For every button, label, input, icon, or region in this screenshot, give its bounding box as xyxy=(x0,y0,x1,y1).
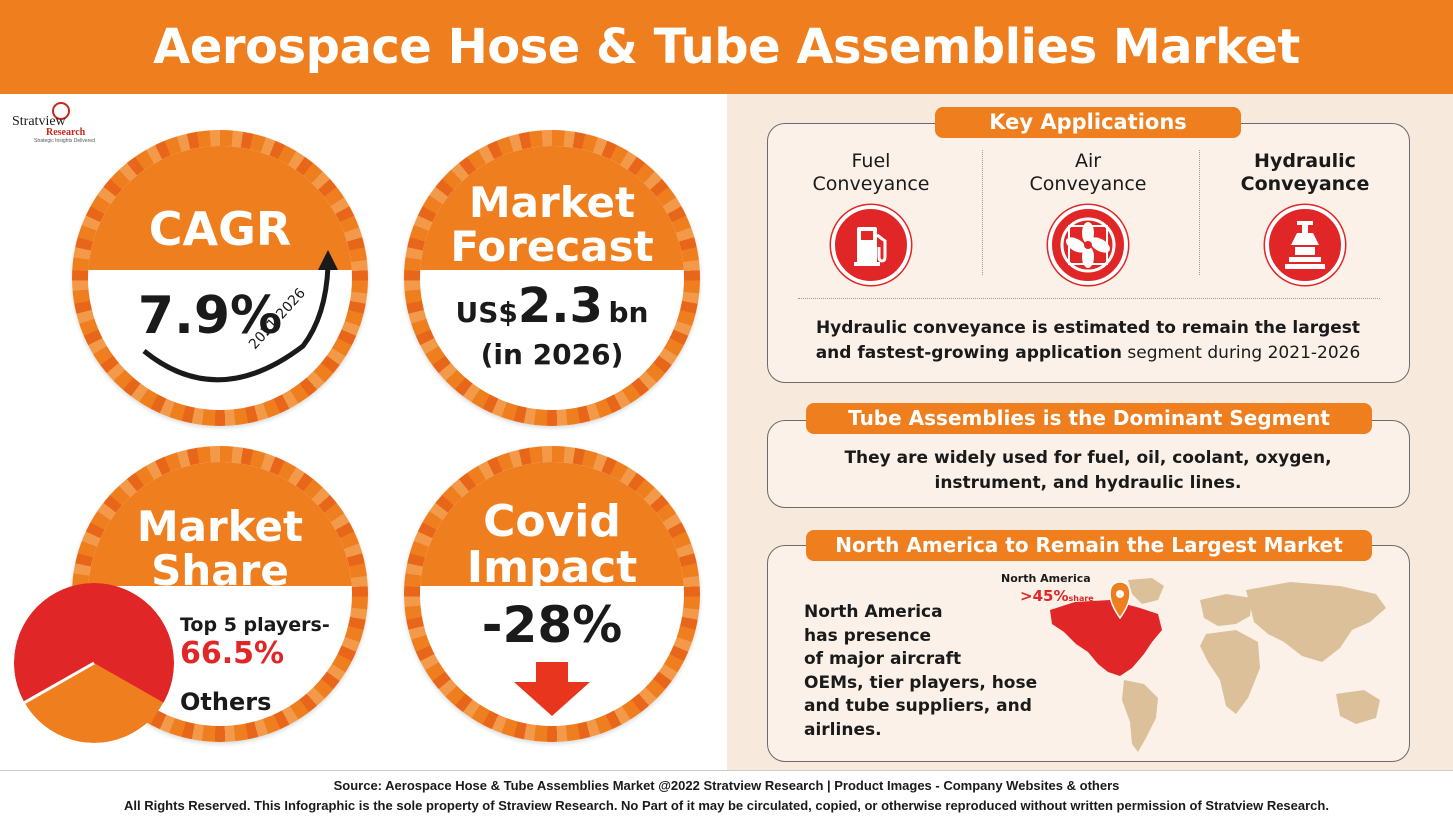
tube-assemblies-panel xyxy=(767,420,1410,508)
app-hydraulic-label: Hydraulic Conveyance xyxy=(1200,150,1410,196)
applications-divider xyxy=(798,298,1380,299)
region-line-5: and tube suppliers, and xyxy=(804,696,1032,716)
app-divider-2 xyxy=(1199,150,1200,275)
logo-tagline: Strategic Insights Delivered xyxy=(34,138,95,144)
logo-brand: Stratview xyxy=(12,114,66,129)
pie-slice-top5 xyxy=(14,583,174,703)
tube-line1: They are widely used for fuel, oil, cool… xyxy=(844,448,1332,468)
applications-note-bold-2: and fastest-growing application xyxy=(815,343,1122,363)
map-share-suffix: share xyxy=(1068,594,1094,603)
map-asia xyxy=(1246,582,1386,662)
pie-divider xyxy=(23,661,95,704)
app-air-line1: Air xyxy=(1074,150,1102,172)
app-hydraulic-line2: Conveyance xyxy=(1240,173,1370,195)
cagr-title: CAGR xyxy=(148,202,292,256)
app-hydraulic-line1: Hydraulic xyxy=(1254,150,1356,172)
hydraulic-icon xyxy=(1265,205,1345,285)
map-region-label: North America xyxy=(1001,572,1091,585)
region-line-4: OEMs, tier players, hose xyxy=(804,672,1038,693)
covid-title-line1: Covid xyxy=(483,496,621,547)
forecast-value: 2.3 xyxy=(517,278,603,334)
forecast-year: (in 2026) xyxy=(480,338,624,371)
covid-value: -28% xyxy=(481,596,623,654)
market-share-pie xyxy=(14,583,174,743)
logo-research: Research xyxy=(46,127,86,138)
map-share-callout: >45%share xyxy=(1020,586,1094,605)
app-air-line2: Conveyance xyxy=(1029,173,1147,195)
tube-assemblies-title: Tube Assemblies is the Dominant Segment xyxy=(806,403,1372,434)
map-north-america xyxy=(1050,600,1162,676)
region-title: North America to Remain the Largest Mark… xyxy=(806,530,1372,561)
tube-assemblies-text: They are widely used for fuel, oil, cool… xyxy=(770,446,1406,496)
share-others-label: Others xyxy=(180,688,272,716)
footer-source: Source: Aerospace Hose & Tube Assemblies… xyxy=(333,778,1120,793)
stratview-logo: Stratview Research Strategic Insights De… xyxy=(12,102,102,146)
fuel-pump-icon xyxy=(831,205,911,285)
forecast-currency: US$ xyxy=(455,296,518,329)
forecast-amount: US$2.3 bn xyxy=(420,278,684,334)
footer-rights: All Rights Reserved. This Infographic is… xyxy=(124,798,1329,813)
map-south-america xyxy=(1122,680,1158,752)
region-text: North America has presence of major airc… xyxy=(804,601,1037,742)
world-map xyxy=(1050,578,1386,752)
region-line-3: of major aircraft xyxy=(804,649,962,669)
forecast-title-line2: Forecast xyxy=(450,222,654,271)
map-africa xyxy=(1200,630,1260,714)
cagr-value: 7.9% xyxy=(137,286,283,346)
forecast-title-line1: Market xyxy=(468,178,636,227)
applications-note: Hydraulic conveyance is estimated to rem… xyxy=(770,316,1406,366)
share-title-line1: Market xyxy=(136,502,304,551)
covid-ring: Covid Impact -28% xyxy=(404,446,700,742)
market-share-ring: Market Share Top 5 players- 66.5% Others xyxy=(72,446,368,742)
tube-line2: instrument, and hydraulic lines. xyxy=(934,473,1242,493)
covid-title-line2: Impact xyxy=(466,542,638,593)
app-fuel-label: Fuel Conveyance xyxy=(766,150,976,196)
region-line-1: North America xyxy=(804,602,943,622)
forecast-unit: bn xyxy=(608,296,649,329)
down-arrow-icon xyxy=(514,662,590,716)
location-pin-icon xyxy=(1109,581,1131,620)
growth-arrow-icon xyxy=(142,250,338,383)
map-europe xyxy=(1200,594,1252,626)
applications-note-bold-1: Hydraulic conveyance is estimated to rem… xyxy=(815,318,1361,338)
app-fuel-line2: Conveyance xyxy=(812,173,930,195)
applications-note-rest: segment during 2021-2026 xyxy=(1122,343,1361,363)
footer: Source: Aerospace Hose & Tube Assemblies… xyxy=(0,770,1453,818)
cagr-ring: CAGR 7.9% 2021-2026 xyxy=(72,130,368,426)
header-banner: Aerospace Hose & Tube Assemblies Market xyxy=(0,0,1453,94)
map-australia xyxy=(1336,690,1380,724)
forecast-ring: Market Forecast US$2.3 bn (in 2026) xyxy=(404,130,700,426)
app-fuel-line1: Fuel xyxy=(851,150,891,172)
share-title-line2: Share xyxy=(151,546,289,595)
map-share-value: >45% xyxy=(1020,587,1069,605)
fan-icon xyxy=(1048,205,1128,285)
share-top-value: 66.5% xyxy=(180,636,285,671)
app-air-label: Air Conveyance xyxy=(983,150,1193,196)
target-icon xyxy=(52,102,70,120)
share-top-label: Top 5 players- xyxy=(180,614,330,636)
map-greenland xyxy=(1128,578,1164,604)
key-applications-title: Key Applications xyxy=(935,107,1241,138)
region-line-6: airlines. xyxy=(804,719,882,740)
app-divider-1 xyxy=(982,150,983,275)
page-title: Aerospace Hose & Tube Assemblies Market xyxy=(153,19,1300,75)
region-line-2: has presence xyxy=(804,625,932,646)
